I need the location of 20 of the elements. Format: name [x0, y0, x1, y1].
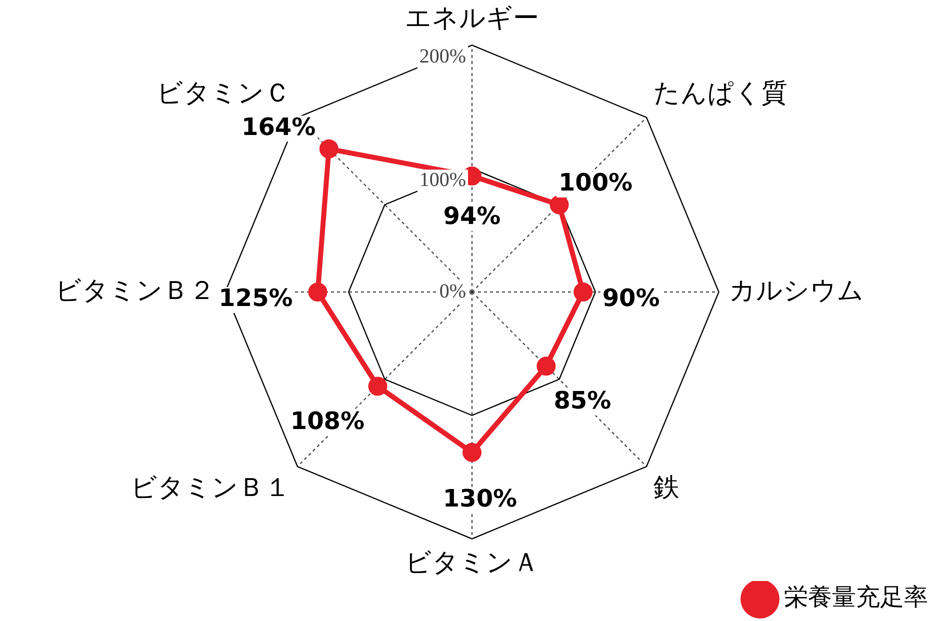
data-label: 130% — [442, 484, 518, 513]
spoke-label: ビタミンＡ — [405, 548, 539, 578]
data-label: 164% — [242, 112, 316, 141]
spoke-label: ビタミンＣ — [156, 78, 290, 109]
legend-label: 栄養量充足率 — [784, 583, 928, 612]
spoke-label: たんぱく質 — [654, 78, 788, 109]
data-label: 100% — [558, 168, 633, 197]
spoke-label: カルシウム — [728, 276, 864, 306]
spoke-label: ビタミンＢ１ — [130, 472, 290, 503]
data-label: 125% — [218, 284, 293, 312]
data-label: 90% — [602, 284, 660, 312]
y-tick-label: 200% — [419, 45, 466, 68]
spoke-label: エネルギー — [405, 3, 539, 34]
data-label: 85% — [554, 386, 612, 415]
y-tick-label: 0% — [439, 280, 466, 302]
spoke-label: ビタミンＢ２ — [55, 276, 216, 306]
y-tick-label: 100% — [419, 168, 466, 191]
spoke-label: 鉄 — [654, 472, 680, 503]
data-label: 94% — [443, 202, 501, 230]
data-label: 108% — [290, 406, 365, 435]
